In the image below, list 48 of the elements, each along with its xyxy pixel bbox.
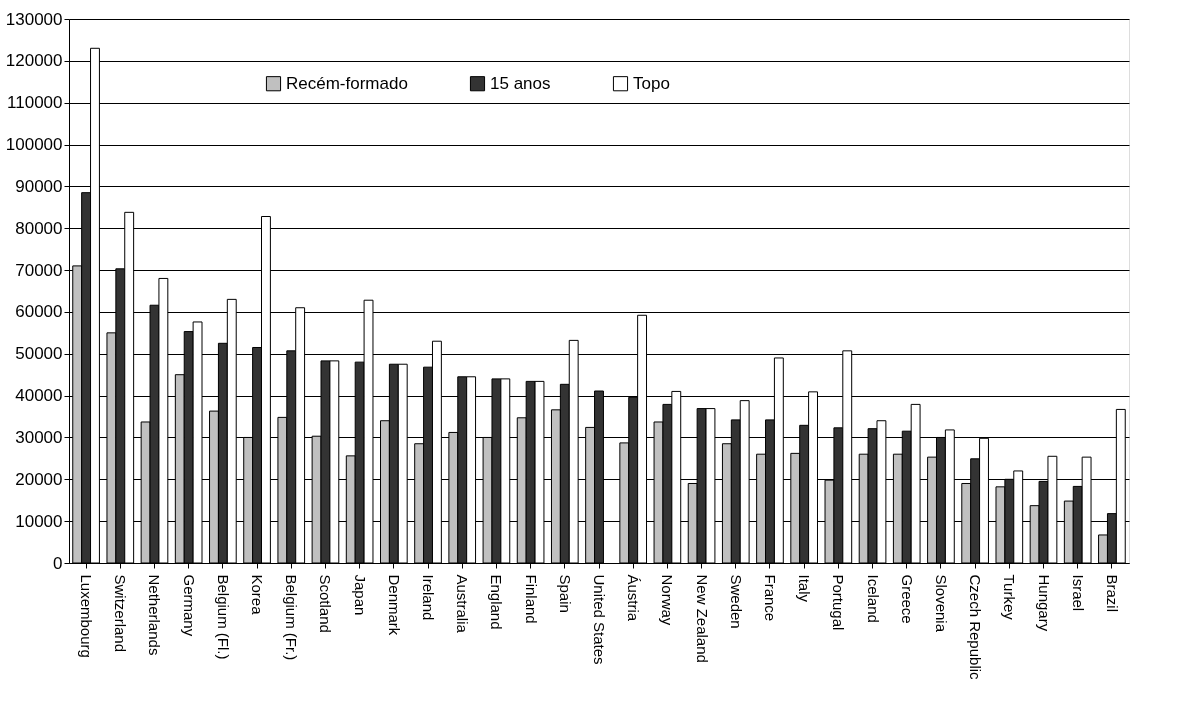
x-tick-label: Brazil (1103, 574, 1121, 613)
y-tick-label: 120000 (5, 51, 63, 71)
y-tick-label: 30000 (15, 427, 63, 447)
x-tick-label: New Zealand (693, 574, 711, 663)
x-tick-label: Italy (796, 574, 814, 603)
x-tick-label: Japan (351, 574, 369, 616)
x-tick-label: Belgium (Fl.) (214, 574, 232, 660)
x-tick-label: France (761, 574, 779, 622)
x-tick-label: Slovenia (932, 574, 950, 633)
y-tick-label: 70000 (15, 260, 63, 280)
x-tick-label: Switzerland (112, 574, 130, 653)
x-tick-label: Israel (1069, 574, 1087, 612)
x-tick-label: Belgium (Fr.) (283, 574, 301, 661)
x-tick-label: Turkey (1001, 574, 1019, 621)
x-tick-label: Norway (659, 574, 677, 626)
legend-label: Recém-formado (286, 73, 408, 93)
legend-label: Topo (633, 73, 670, 93)
x-tick-label: England (488, 574, 506, 630)
y-tick-label: 40000 (15, 386, 63, 406)
y-tick-label: 100000 (5, 135, 63, 155)
legend-label: 15 anos (490, 73, 551, 93)
y-tick-label: 130000 (5, 9, 63, 29)
x-tick-label: Hungary (1035, 574, 1053, 632)
y-tick-label: 60000 (15, 302, 63, 322)
x-tick-label: Netherlands (146, 574, 164, 656)
x-tick-label: Denmark (385, 574, 403, 636)
y-tick-label: 20000 (15, 469, 63, 489)
x-tick-label: Áustria (625, 574, 643, 622)
x-tick-label: Sweden (727, 574, 745, 629)
x-tick-label: Australia (454, 574, 472, 634)
y-tick-label: 110000 (7, 93, 63, 113)
y-tick-label: 0 (53, 553, 63, 573)
x-tick-label: Spain (556, 574, 574, 613)
x-tick-label: Scotland (317, 574, 335, 633)
x-tick-label: Greece (898, 574, 916, 624)
x-tick-label: Ireland (420, 574, 438, 621)
y-tick-label: 10000 (15, 511, 63, 531)
x-tick-label: Luxembourg (78, 574, 96, 658)
x-tick-label: Germany (180, 574, 198, 637)
x-tick-label: Finland (522, 574, 540, 624)
y-tick-label: 50000 (15, 344, 63, 364)
x-tick-label: Iceland (864, 574, 882, 623)
x-tick-label: Portugal (830, 574, 848, 631)
x-tick-label: Czech Republic (967, 574, 985, 681)
x-tick-label: Korea (249, 574, 267, 616)
y-tick-label: 90000 (15, 176, 63, 196)
y-tick-label: 80000 (15, 218, 63, 238)
x-tick-label: United States (591, 574, 608, 665)
